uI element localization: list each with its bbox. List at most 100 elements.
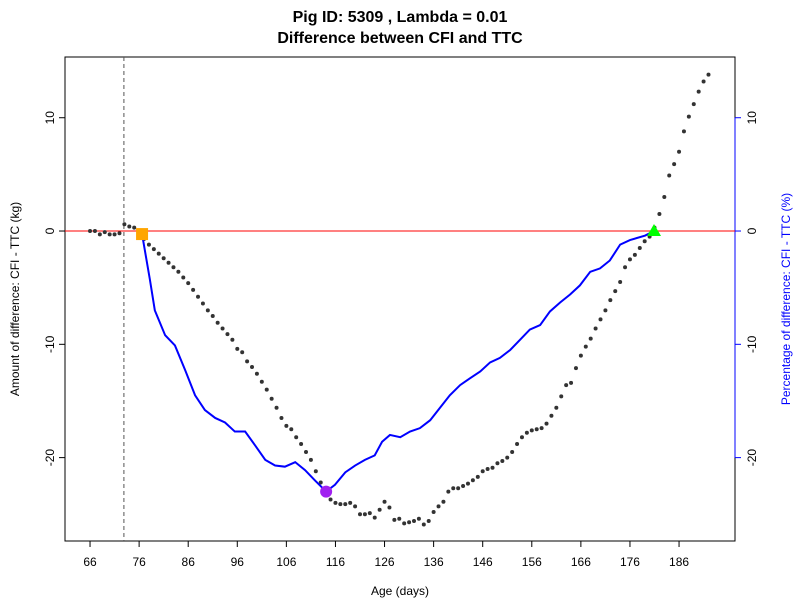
data-point: [519, 435, 524, 440]
data-point: [539, 426, 544, 431]
data-point: [407, 520, 412, 525]
data-point: [254, 371, 259, 376]
data-point: [657, 212, 662, 217]
data-point: [382, 499, 387, 504]
data-point: [127, 224, 132, 229]
data-point: [465, 481, 470, 486]
data-point: [431, 509, 436, 514]
data-point: [667, 173, 672, 178]
y-tick-label: 10: [43, 111, 57, 125]
x-tick-label: 166: [571, 555, 591, 569]
y-tick-label: 0: [43, 227, 57, 234]
data-point: [554, 405, 559, 410]
data-point: [451, 486, 456, 491]
y2-tick-label: -10: [745, 335, 759, 353]
data-point: [642, 239, 647, 244]
data-point: [470, 478, 475, 483]
y2-axis-label: Percentage of difference: CFI - TTC (%): [779, 193, 793, 405]
data-point: [618, 280, 623, 285]
data-point: [299, 442, 304, 447]
data-point: [461, 483, 466, 488]
data-point: [613, 289, 618, 294]
data-point: [362, 512, 367, 517]
data-point: [593, 326, 598, 331]
data-point: [240, 350, 245, 355]
x-axis-label: Age (days): [371, 584, 429, 598]
y2-tick-label: -20: [745, 449, 759, 467]
data-point: [672, 162, 677, 167]
data-point: [117, 231, 122, 236]
data-point: [289, 427, 294, 432]
data-point: [569, 380, 574, 385]
data-point: [245, 359, 250, 364]
data-point: [485, 466, 490, 471]
x-tick-label: 86: [182, 555, 196, 569]
data-point: [662, 195, 667, 200]
data-point: [210, 313, 215, 318]
data-point: [367, 511, 372, 516]
data-point: [92, 229, 97, 234]
data-point: [308, 457, 313, 462]
data-point: [588, 336, 593, 341]
data-point: [677, 149, 682, 154]
data-point: [392, 517, 397, 522]
data-point: [196, 294, 201, 299]
data-point: [259, 379, 264, 384]
data-point: [441, 499, 446, 504]
data-point: [269, 396, 274, 401]
data-point: [156, 251, 161, 256]
data-point: [681, 129, 686, 134]
data-point: [343, 502, 348, 507]
data-point: [524, 430, 529, 435]
data-point: [357, 512, 362, 517]
data-point: [495, 461, 500, 466]
y-tick-label: -20: [43, 449, 57, 467]
data-point: [353, 504, 358, 509]
x-tick-label: 76: [132, 555, 146, 569]
data-point: [549, 413, 554, 418]
data-point: [706, 72, 711, 77]
x-tick-label: 116: [326, 555, 345, 569]
data-point: [279, 415, 284, 420]
x-tick-label: 66: [83, 555, 97, 569]
data-point: [102, 230, 107, 235]
data-point: [421, 522, 426, 527]
data-point: [505, 455, 510, 460]
y-tick-label: -10: [43, 335, 57, 353]
x-tick-label: 156: [522, 555, 542, 569]
chart-title: Pig ID: 5309 , Lambda = 0.01: [293, 9, 508, 26]
data-point: [151, 247, 156, 252]
data-point: [686, 114, 691, 119]
data-point: [348, 500, 353, 505]
marker-square: [136, 228, 149, 241]
data-point: [436, 504, 441, 509]
data-point: [544, 421, 549, 426]
data-point: [313, 469, 318, 474]
data-point: [333, 500, 338, 505]
x-tick-label: 136: [424, 555, 444, 569]
data-point: [97, 232, 102, 237]
data-point: [88, 229, 93, 234]
data-point: [402, 521, 407, 526]
x-tick-label: 146: [473, 555, 493, 569]
data-point: [181, 275, 186, 280]
data-point: [318, 480, 323, 485]
data-point: [426, 519, 431, 524]
data-point: [230, 337, 235, 342]
x-tick-label: 106: [276, 555, 296, 569]
chart-subtitle: Difference between CFI and TTC: [277, 30, 523, 47]
data-point: [416, 516, 421, 521]
data-point: [132, 225, 137, 230]
data-point: [191, 287, 196, 292]
data-point: [225, 332, 230, 337]
data-point: [564, 383, 569, 388]
marker-triangle: [647, 224, 662, 237]
data-point: [500, 459, 505, 464]
data-point: [264, 387, 269, 392]
data-point: [510, 449, 515, 454]
marker-circle: [320, 485, 333, 498]
data-point: [446, 489, 451, 494]
data-point: [608, 298, 613, 303]
data-point: [205, 308, 210, 313]
